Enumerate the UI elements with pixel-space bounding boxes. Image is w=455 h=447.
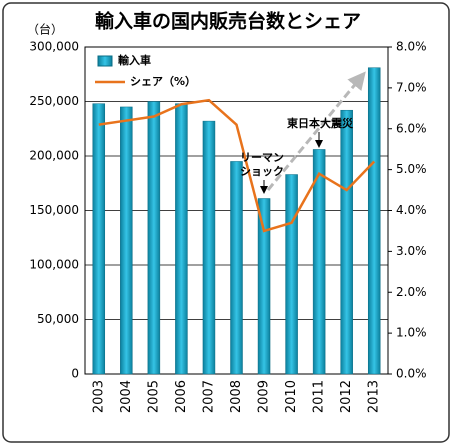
- y-tick-label: 0: [71, 367, 79, 381]
- y-tick-label: 150,000: [29, 203, 79, 217]
- y-tick-label: 50,000: [37, 312, 79, 326]
- share-line: [98, 98, 376, 233]
- bar: [230, 161, 243, 375]
- legend-label: 輸入車: [118, 53, 151, 67]
- x-tick-label: 2013: [367, 380, 382, 413]
- x-tick-label: 2008: [229, 380, 244, 413]
- bar: [92, 103, 106, 375]
- x-tick-label: 2005: [146, 380, 161, 413]
- annotation: 東日本大震災: [287, 116, 354, 130]
- y2-tick-label: 1.0%: [396, 326, 427, 340]
- legend-swatch: [97, 55, 113, 67]
- y2-tick-label: 7.0%: [396, 80, 427, 94]
- bar: [367, 67, 381, 375]
- bar: [257, 198, 271, 375]
- y2-tick-label: 2.0%: [396, 285, 427, 299]
- bar: [285, 174, 298, 375]
- legend-label: シェア（%）: [130, 75, 196, 88]
- x-tick-label: 2004: [119, 380, 134, 413]
- bar: [312, 149, 326, 375]
- x-tick-label: 2006: [174, 380, 189, 413]
- y-axis-label: （台）: [27, 22, 63, 37]
- y-tick-label: 100,000: [29, 258, 79, 272]
- chart-title: 輸入車の国内販売台数とシェア: [95, 10, 361, 33]
- bar: [120, 106, 133, 375]
- bar: [340, 109, 353, 375]
- bar: [175, 103, 188, 375]
- y2-tick-label: 5.0%: [396, 162, 427, 176]
- annotation: リーマン: [240, 151, 284, 164]
- x-tick-label: 2007: [201, 380, 216, 413]
- annotation: ショック: [240, 165, 284, 178]
- x-tick-label: 2011: [312, 380, 327, 413]
- y-tick-label: 300,000: [29, 40, 79, 54]
- x-tick-label: 2010: [284, 380, 299, 413]
- x-tick-label: 2003: [91, 380, 106, 413]
- y-tick-label: 250,000: [29, 94, 79, 108]
- y2-tick-label: 4.0%: [396, 203, 427, 217]
- x-tick-label: 2009: [257, 380, 272, 413]
- x-tick-label: 2012: [339, 380, 354, 413]
- y2-tick-label: 3.0%: [396, 244, 427, 258]
- y2-tick-label: 8.0%: [396, 40, 427, 54]
- y-tick-label: 200,000: [29, 149, 79, 163]
- bar: [147, 101, 161, 375]
- y2-tick-label: 0.0%: [396, 367, 427, 381]
- y2-tick-label: 6.0%: [396, 121, 427, 135]
- frame: [2, 2, 450, 443]
- trend-arrow: [266, 71, 366, 191]
- bar: [202, 120, 216, 375]
